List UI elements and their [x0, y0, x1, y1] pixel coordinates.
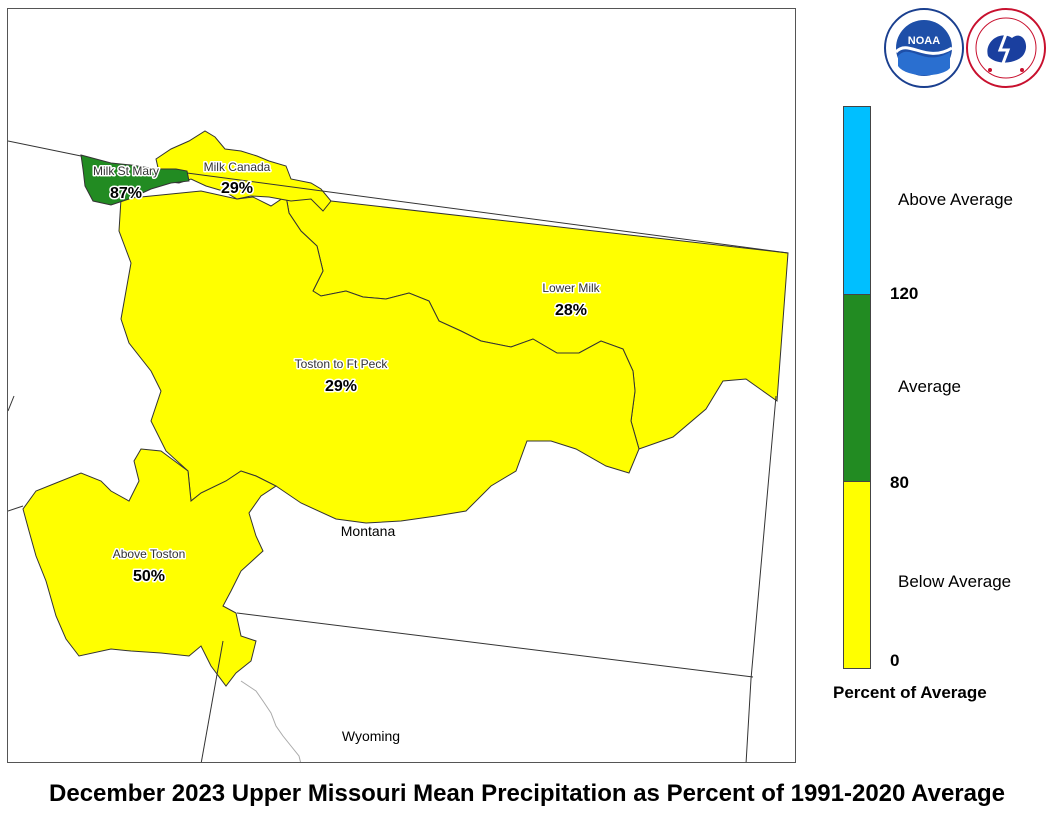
- legend-tick-120: 120: [890, 284, 919, 303]
- label-lower-milk-pct: 28%: [555, 302, 587, 319]
- basin-map: Milk St Mary 87% Milk Canada 29% Lower M…: [8, 130, 789, 762]
- nws-logo: [966, 8, 1046, 88]
- legend-band-average: [843, 294, 871, 482]
- label-toston-ft-peck-pct: 29%: [325, 378, 357, 395]
- idaho-wyoming-border: [240, 680, 302, 762]
- label-above-toston-name: Above Toston: [113, 547, 186, 561]
- legend-band-above-average: [843, 106, 871, 295]
- legend-label-average: Average: [898, 377, 962, 396]
- page-title: December 2023 Upper Missouri Mean Precip…: [49, 780, 1005, 807]
- legend-label-below-average: Below Average: [898, 572, 1012, 591]
- label-toston-ft-peck-name: Toston to Ft Peck: [295, 357, 389, 371]
- label-state-wyoming: Wyoming: [342, 728, 400, 744]
- label-milk-st-mary-name: Milk St Mary: [93, 164, 159, 178]
- label-lower-milk-name: Lower Milk: [542, 281, 600, 295]
- legend-title: Percent of Average: [833, 683, 987, 702]
- boundary-lines: [8, 140, 789, 762]
- legend-tick-0: 0: [890, 651, 900, 670]
- noaa-logo-text: NOAA: [908, 35, 940, 47]
- label-milk-st-mary-pct: 87%: [110, 185, 142, 202]
- noaa-logo: NOAA: [884, 8, 964, 88]
- legend-band-below-average: [843, 481, 871, 669]
- basin-milk-canada: [155, 130, 332, 212]
- label-milk-canada-name: Milk Canada: [204, 160, 271, 174]
- map-panel: Milk St Mary 87% Milk Canada 29% Lower M…: [7, 8, 796, 763]
- label-milk-canada-pct: 29%: [221, 180, 253, 197]
- legend-tick-80: 80: [890, 473, 909, 492]
- legend-colorbar: [843, 106, 873, 669]
- label-above-toston-pct: 50%: [133, 568, 165, 585]
- basin-above-toston: [22, 448, 277, 687]
- label-state-montana: Montana: [341, 523, 396, 539]
- basin-milk-st-mary: [80, 154, 190, 206]
- legend-label-above-average: Above Average: [898, 190, 1013, 209]
